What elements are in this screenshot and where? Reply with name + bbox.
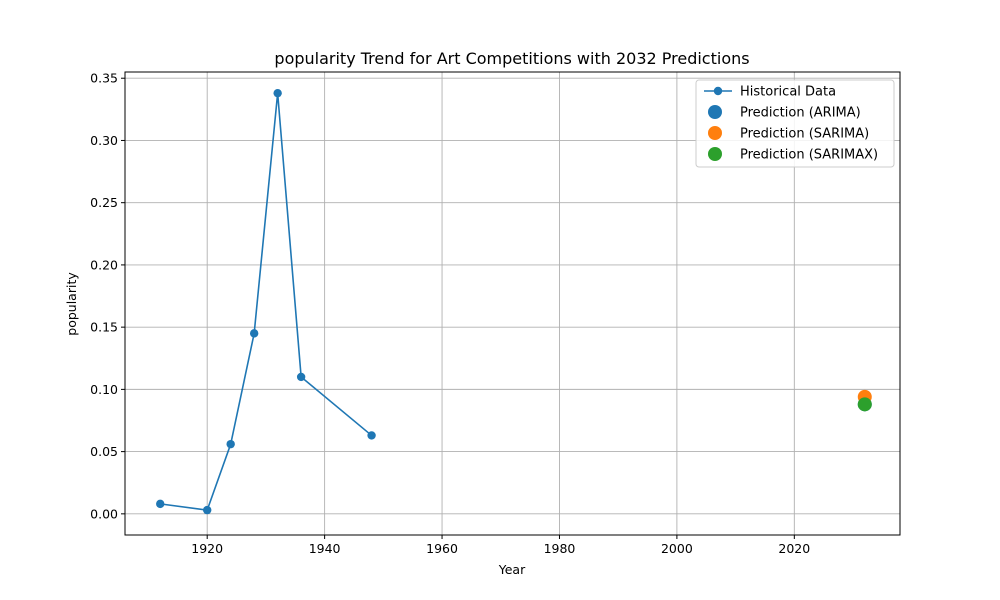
legend-box [695, 79, 895, 168]
x-tick-label: 1940 [309, 541, 341, 556]
legend-marker [708, 105, 722, 119]
y-axis-label: popularity [64, 272, 79, 336]
historical-line [160, 93, 373, 511]
legend-entry-label: Prediction (SARIMA) [740, 127, 869, 142]
x-tick-label: 1980 [544, 541, 576, 556]
y-tick-label: 0.10 [90, 382, 118, 397]
y-tick-label: 0.35 [90, 71, 118, 86]
axes-frame [124, 71, 901, 536]
prediction-point-3 [857, 397, 872, 412]
chart-title: popularity Trend for Art Competitions wi… [274, 49, 749, 68]
y-tick-label: 0.25 [90, 195, 118, 210]
x-tick-label: 2000 [661, 541, 693, 556]
historical-point [273, 88, 282, 98]
historical-point [202, 505, 212, 515]
y-tick-label: 0.15 [90, 320, 118, 335]
axes-ticks: 1920 1940 1960 1980 2000 2020 0.00 0.05 0.10 0.15… [90, 71, 810, 556]
x-axis-label: Year [498, 562, 526, 577]
legend-marker [708, 126, 722, 140]
y-tick-label: 0.00 [90, 506, 118, 521]
y-tick-label: 0.20 [90, 257, 118, 272]
y-tick-label: 0.30 [90, 133, 118, 148]
legend-marker [713, 86, 723, 96]
historical-point [296, 372, 306, 382]
historical-point [367, 431, 376, 440]
historical-point [226, 439, 235, 449]
x-tick-label: 1920 [191, 541, 223, 556]
historical-point [156, 499, 165, 509]
historical-point [249, 329, 259, 338]
legend: Historical Data Prediction (ARIMA) Predict… [695, 79, 895, 168]
legend-entry-label: Historical Data [740, 85, 836, 100]
x-tick-label: 1960 [426, 541, 458, 556]
plot-area [156, 88, 872, 515]
x-tick-label: 2020 [778, 541, 810, 556]
y-tick-label: 0.05 [90, 444, 118, 459]
legend-marker [708, 147, 722, 161]
legend-entry-label: Prediction (ARIMA) [740, 106, 861, 121]
legend-entry-label: Prediction (SARIMAX) [740, 148, 878, 163]
